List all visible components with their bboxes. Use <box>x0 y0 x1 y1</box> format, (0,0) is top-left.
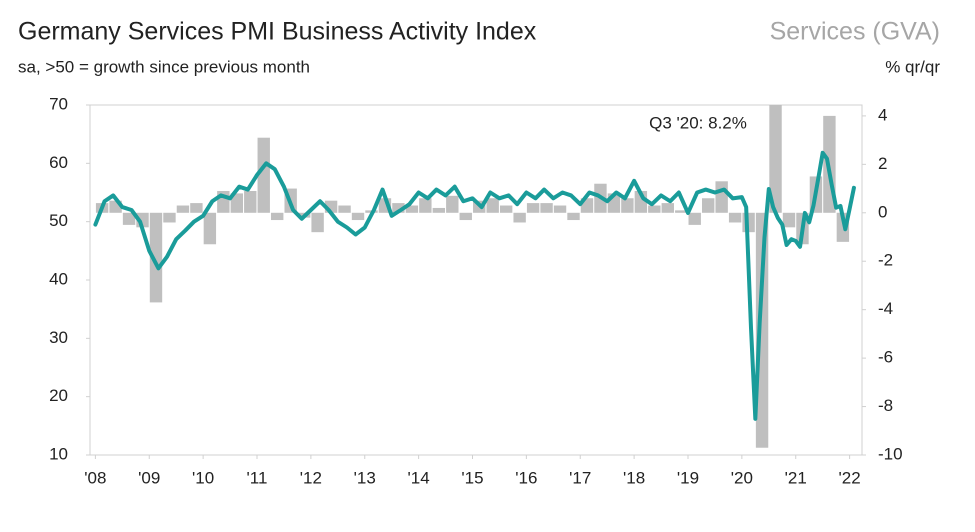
y2-tick-label: 4 <box>878 105 887 124</box>
bar <box>755 212 769 448</box>
y2-unit: % qr/qr <box>885 57 940 76</box>
bar <box>675 210 688 213</box>
bar <box>715 181 728 213</box>
y2-tick-label: -10 <box>878 444 903 463</box>
x-tick-label: '19 <box>677 468 699 487</box>
bar <box>782 212 796 228</box>
chart-title: Germany Services PMI Business Activity I… <box>18 18 537 46</box>
line <box>93 150 856 421</box>
x-tick-label: '15 <box>461 468 483 487</box>
x-tick-label: '18 <box>623 468 645 487</box>
bar <box>446 195 459 213</box>
x-tick-label: '14 <box>408 468 430 487</box>
bar <box>351 212 365 221</box>
y-tick-label: 60 <box>49 153 68 172</box>
bar <box>419 198 432 213</box>
bar <box>621 198 634 213</box>
x-tick-label: '12 <box>300 468 322 487</box>
bar <box>271 212 284 221</box>
y2-tick-label: -4 <box>878 299 893 318</box>
bar <box>661 203 674 213</box>
x-tick-label: '17 <box>569 468 591 487</box>
bar <box>230 193 243 213</box>
bar <box>526 203 540 213</box>
x-tick-label: '08 <box>84 468 106 487</box>
bar <box>540 203 553 213</box>
y-tick-label: 70 <box>49 94 68 113</box>
annotation: Q3 '20: 8.2% <box>649 113 747 132</box>
y2-tick-label: 0 <box>878 202 887 221</box>
bar <box>701 198 715 213</box>
bar <box>338 205 351 213</box>
y2-tick-label: 2 <box>878 154 887 173</box>
x-tick-label: '09 <box>138 468 160 487</box>
bar <box>553 205 567 213</box>
x-tick-label: '20 <box>731 468 753 487</box>
bar <box>459 212 472 221</box>
bar <box>728 212 742 223</box>
bar <box>432 207 446 213</box>
y2-tick-label: -8 <box>878 396 893 415</box>
bar <box>499 205 513 213</box>
y-tick-label: 30 <box>49 328 68 347</box>
x-tick-label: '11 <box>247 468 268 487</box>
bar <box>122 212 136 225</box>
bar <box>405 205 419 213</box>
x-tick-label: '13 <box>354 468 376 487</box>
bar <box>513 212 526 223</box>
y2-tick-label: -2 <box>878 251 893 270</box>
plot-area <box>93 105 856 448</box>
y-tick-label: 10 <box>49 444 68 463</box>
plot-frame <box>89 104 863 456</box>
x-tick-label: '16 <box>515 468 537 487</box>
bar <box>392 203 405 213</box>
y2-tick-label: -6 <box>878 348 893 367</box>
bar <box>244 190 257 213</box>
y2-title: Services (GVA) <box>770 18 940 46</box>
bar <box>176 205 190 213</box>
bar <box>769 105 782 213</box>
chart-subtitle: sa, >50 = growth since previous month <box>18 57 310 76</box>
bar <box>257 137 270 213</box>
bar <box>311 212 324 233</box>
bar <box>163 212 176 223</box>
x-tick-label: '22 <box>839 468 861 487</box>
bar <box>486 198 499 213</box>
bar <box>567 212 580 221</box>
y-tick-label: 40 <box>49 269 68 288</box>
bar <box>648 205 661 213</box>
bar <box>190 203 203 213</box>
bar <box>149 212 163 303</box>
x-tick-label: '10 <box>192 468 214 487</box>
x-tick-label: '21 <box>785 468 807 487</box>
y-tick-label: 20 <box>49 386 68 405</box>
bar <box>203 212 217 245</box>
y-tick-label: 50 <box>49 211 68 230</box>
bar <box>688 212 701 225</box>
